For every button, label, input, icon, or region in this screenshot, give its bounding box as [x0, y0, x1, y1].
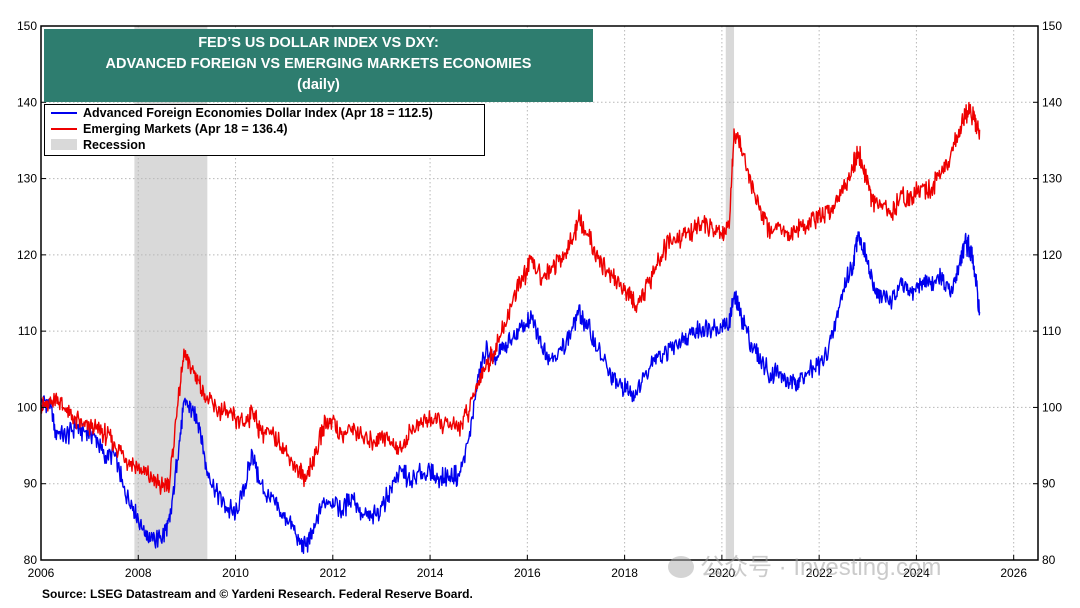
- legend: Advanced Foreign Economies Dollar Index …: [44, 104, 485, 156]
- x-tick-label-2022: 2022: [806, 566, 833, 580]
- legend-swatch-recession: [51, 139, 77, 150]
- x-tick-label-2014: 2014: [417, 566, 444, 580]
- legend-label-emerging: Emerging Markets (Apr 18 = 136.4): [83, 122, 288, 136]
- legend-swatch-advanced: [51, 112, 77, 114]
- y-tick-label-right-110: 110: [1042, 324, 1061, 338]
- watermark-text: 公众号 · Investing.com: [700, 554, 942, 581]
- recession-band-1: [725, 26, 735, 560]
- tick-labels: 80 80 90 90 100 100 110 110 120 120 130 130 140 140 15…: [17, 19, 1062, 580]
- x-tick-label-2024: 2024: [903, 566, 930, 580]
- x-tick-label-2016: 2016: [514, 566, 541, 580]
- watermark: 公众号 · Investing.com: [668, 547, 941, 582]
- x-tick-label-2020: 2020: [709, 566, 736, 580]
- legend-swatch-emerging: [51, 128, 77, 130]
- y-tick-label-right-100: 100: [1042, 400, 1062, 414]
- y-tick-label-right-150: 150: [1042, 19, 1062, 33]
- y-tick-label-left-90: 90: [24, 477, 38, 491]
- y-tick-label-right-140: 140: [1042, 95, 1062, 109]
- plot-frame: [40, 25, 1039, 561]
- y-tick-label-right-80: 80: [1042, 553, 1056, 567]
- y-tick-label-left-140: 140: [17, 95, 37, 109]
- y-tick-label-left-120: 120: [17, 248, 37, 262]
- y-tick-label-right-90: 90: [1042, 477, 1056, 491]
- x-tick-label-2018: 2018: [611, 566, 638, 580]
- legend-item-recession: Recession: [45, 137, 484, 153]
- chart-title: FED’S US DOLLAR INDEX VS DXY: ADVANCED F…: [44, 29, 593, 102]
- x-tick-label-2012: 2012: [319, 566, 346, 580]
- y-tick-label-left-80: 80: [24, 553, 38, 567]
- x-tick-label-2026: 2026: [1000, 566, 1027, 580]
- x-tick-label-2008: 2008: [125, 566, 152, 580]
- y-tick-label-right-120: 120: [1042, 248, 1062, 262]
- x-tick-label-2006: 2006: [28, 566, 55, 580]
- legend-label-recession: Recession: [83, 138, 146, 152]
- chart-title-line-2: ADVANCED FOREIGN VS EMERGING MARKETS ECO…: [105, 56, 532, 72]
- source-note: Source: LSEG Datastream and © Yardeni Re…: [42, 587, 473, 601]
- series-line-advanced: [40, 231, 981, 554]
- x-tick-label-2010: 2010: [222, 566, 249, 580]
- legend-label-advanced: Advanced Foreign Economies Dollar Index …: [83, 106, 433, 120]
- legend-item-advanced: Advanced Foreign Economies Dollar Index …: [45, 105, 484, 121]
- y-tick-label-left-100: 100: [17, 400, 37, 414]
- series-lines: [40, 101, 981, 554]
- y-tick-label-right-130: 130: [1042, 172, 1062, 186]
- y-tick-label-left-110: 110: [18, 324, 37, 338]
- y-tick-label-left-150: 150: [17, 19, 37, 33]
- chart-title-line-1: FED’S US DOLLAR INDEX VS DXY:: [198, 35, 439, 51]
- chart-title-line-3: (daily): [297, 77, 340, 93]
- tick-marks: [40, 25, 1038, 561]
- y-tick-label-left-130: 130: [17, 172, 37, 186]
- series-line-emerging: [40, 101, 981, 495]
- legend-item-emerging: Emerging Markets (Apr 18 = 136.4): [45, 121, 484, 137]
- wechat-icon: [668, 556, 694, 578]
